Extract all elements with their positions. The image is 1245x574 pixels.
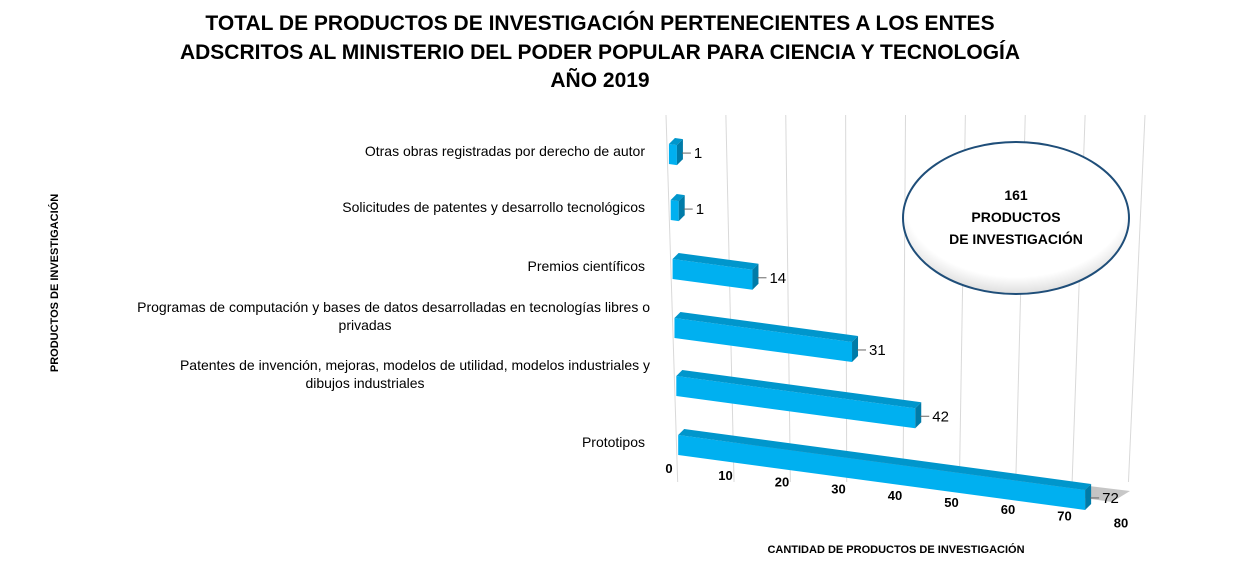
- x-tick-label: 70: [1057, 509, 1071, 524]
- bar-end: [852, 335, 859, 362]
- bar-end: [678, 195, 685, 222]
- chart-title-line-1: TOTAL DE PRODUCTOS DE INVESTIGACIÓN PERT…: [205, 12, 995, 35]
- x-axis-title: CANTIDAD DE PRODUCTOS DE INVESTIGACIÓN: [767, 543, 1024, 556]
- total-annotation-line-3: DE INVESTIGACIÓN: [949, 230, 1083, 247]
- bar-end: [915, 402, 922, 429]
- x-tick-label: 20: [775, 475, 789, 490]
- x-tick-label: 80: [1114, 515, 1128, 530]
- bar-top: [670, 194, 685, 202]
- category-label: Solicitudes de patentes y desarrollo tec…: [342, 199, 645, 215]
- category-label: Programas de computación y bases de dato…: [137, 299, 650, 315]
- data-label: 1: [696, 201, 704, 218]
- bar: 42: [676, 370, 949, 429]
- gridline: [785, 114, 791, 483]
- bar-front: [668, 144, 677, 166]
- x-tick-label: 0: [665, 461, 672, 476]
- category-label: privadas: [339, 317, 392, 333]
- total-annotation: 161 PRODUCTOS DE INVESTIGACIÓN: [902, 141, 1130, 295]
- bar-top: [674, 312, 859, 342]
- category-label: dibujos industriales: [305, 375, 424, 391]
- category-labels: Otras obras registradas por derecho de a…: [137, 143, 650, 450]
- bar-end: [752, 263, 759, 290]
- x-tick-label: 60: [1001, 502, 1015, 517]
- bar-front: [676, 376, 916, 429]
- bar: 1: [668, 138, 702, 166]
- bar: 31: [674, 312, 886, 362]
- bar-front: [678, 435, 1086, 510]
- data-label: 42: [932, 408, 949, 425]
- total-annotation-line-1: 161: [1004, 187, 1028, 203]
- category-label: Premios científicos: [528, 258, 645, 274]
- chart-title-line-3: AÑO 2019: [550, 69, 650, 92]
- bar-top: [668, 138, 683, 146]
- gridline: [665, 114, 679, 483]
- bar-top: [676, 370, 922, 409]
- total-bubble: [902, 141, 1130, 295]
- gridline: [1127, 114, 1146, 483]
- category-label: Prototipos: [582, 434, 645, 450]
- y-axis-title: PRODUCTOS DE INVESTIGACIÓN: [48, 194, 61, 372]
- bar-front: [674, 318, 853, 362]
- bars: 1 1 14 31 42 72: [668, 138, 1119, 510]
- data-label: 1: [694, 145, 702, 162]
- data-label: 14: [769, 270, 786, 287]
- category-label: Patentes de invención, mejoras, modelos …: [180, 357, 650, 373]
- gridline: [845, 114, 848, 483]
- x-tick-label: 50: [944, 495, 958, 510]
- x-tick-label: 40: [888, 488, 902, 503]
- bar-top: [672, 253, 759, 270]
- bar-top: [678, 429, 1092, 490]
- category-label: Otras obras registradas por derecho de a…: [365, 143, 645, 159]
- bar-front: [672, 259, 753, 290]
- x-tick-labels: 0 10 20 30 40 50 60 70 80: [665, 461, 1128, 530]
- bar-end: [676, 139, 683, 166]
- gridline: [725, 114, 735, 483]
- x-tick-label: 30: [831, 481, 845, 496]
- chart-title-line-2: ADSCRITOS AL MINISTERIO DEL PODER POPULA…: [179, 41, 1021, 64]
- total-annotation-line-2: PRODUCTOS: [971, 209, 1060, 225]
- bar-end: [1085, 483, 1092, 510]
- bar-front: [670, 200, 679, 222]
- gridline: [902, 114, 906, 483]
- data-label: 72: [1102, 490, 1119, 507]
- data-label: 31: [869, 342, 886, 359]
- bar: 14: [672, 253, 786, 290]
- bar: 1: [670, 194, 704, 222]
- x-tick-label: 10: [718, 468, 732, 483]
- bar: 72: [678, 429, 1119, 510]
